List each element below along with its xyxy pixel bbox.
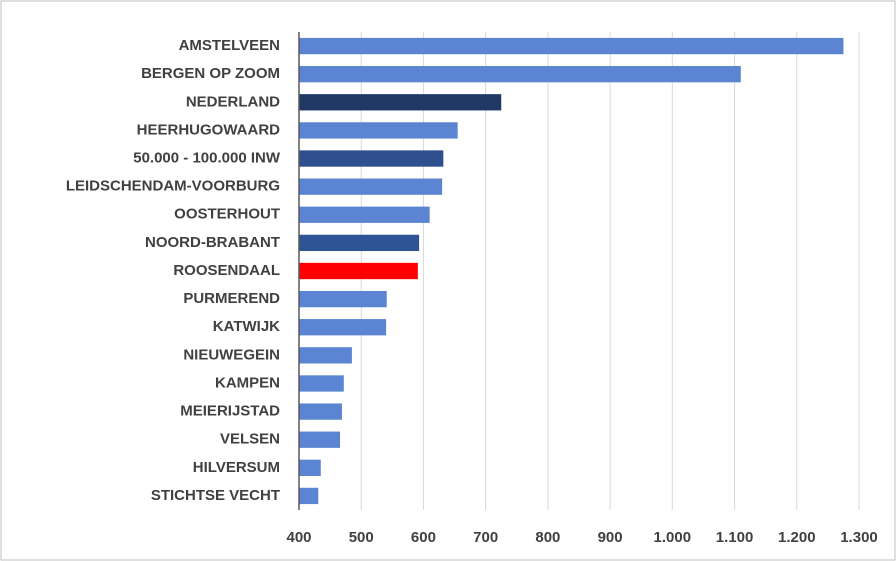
bar	[299, 206, 430, 223]
x-tick-label: 700	[473, 529, 498, 546]
bar	[299, 319, 387, 336]
bar	[299, 459, 321, 476]
x-tick-label: 1.100	[716, 529, 754, 546]
bar	[299, 431, 341, 448]
y-tick-label: NEDERLAND	[186, 93, 280, 110]
bar	[299, 290, 387, 308]
x-tick-label: 900	[598, 529, 623, 546]
y-tick-label: NOORD-BRABANT	[145, 234, 280, 251]
y-tick-label: NIEUWEGEIN	[183, 346, 280, 363]
bar	[299, 403, 342, 420]
bar	[299, 375, 344, 392]
y-tick-label: BERGEN OP ZOOM	[141, 65, 280, 82]
bar	[299, 94, 502, 111]
y-tick-label: OOSTERHOUT	[174, 206, 280, 223]
bar	[299, 37, 844, 55]
y-tick-label: STICHTSE VECHT	[151, 487, 280, 504]
y-tick-label: MEIERIJSTAD	[180, 403, 280, 420]
bar	[299, 487, 319, 505]
y-tick-label: VELSEN	[220, 431, 280, 448]
x-tick-label: 1.000	[654, 529, 692, 546]
y-tick-label: ROOSENDAAL	[173, 262, 280, 279]
y-tick-label: KATWIJK	[213, 318, 280, 335]
bar	[299, 122, 458, 139]
y-tick-label: PURMEREND	[183, 290, 280, 307]
y-tick-label: LEIDSCHENDAM-VOORBURG	[66, 178, 280, 195]
x-tick-label: 1.200	[778, 529, 816, 546]
bar	[299, 66, 741, 83]
y-tick-label: KAMPEN	[215, 374, 280, 391]
bar	[299, 347, 352, 364]
y-tick-label: 50.000 - 100.000 INW	[133, 149, 281, 166]
bar	[299, 234, 420, 252]
x-tick-label: 500	[349, 529, 374, 546]
bar	[299, 262, 418, 280]
y-tick-label: AMSTELVEEN	[179, 37, 280, 54]
bar	[299, 178, 443, 195]
y-tick-label: HILVERSUM	[193, 459, 280, 476]
x-tick-label: 1.300	[840, 529, 878, 546]
x-tick-label: 400	[286, 529, 311, 546]
x-tick-label: 600	[411, 529, 436, 546]
x-tick-label: 800	[535, 529, 560, 546]
y-tick-label: HEERHUGOWAARD	[137, 121, 281, 138]
bar	[299, 150, 444, 167]
